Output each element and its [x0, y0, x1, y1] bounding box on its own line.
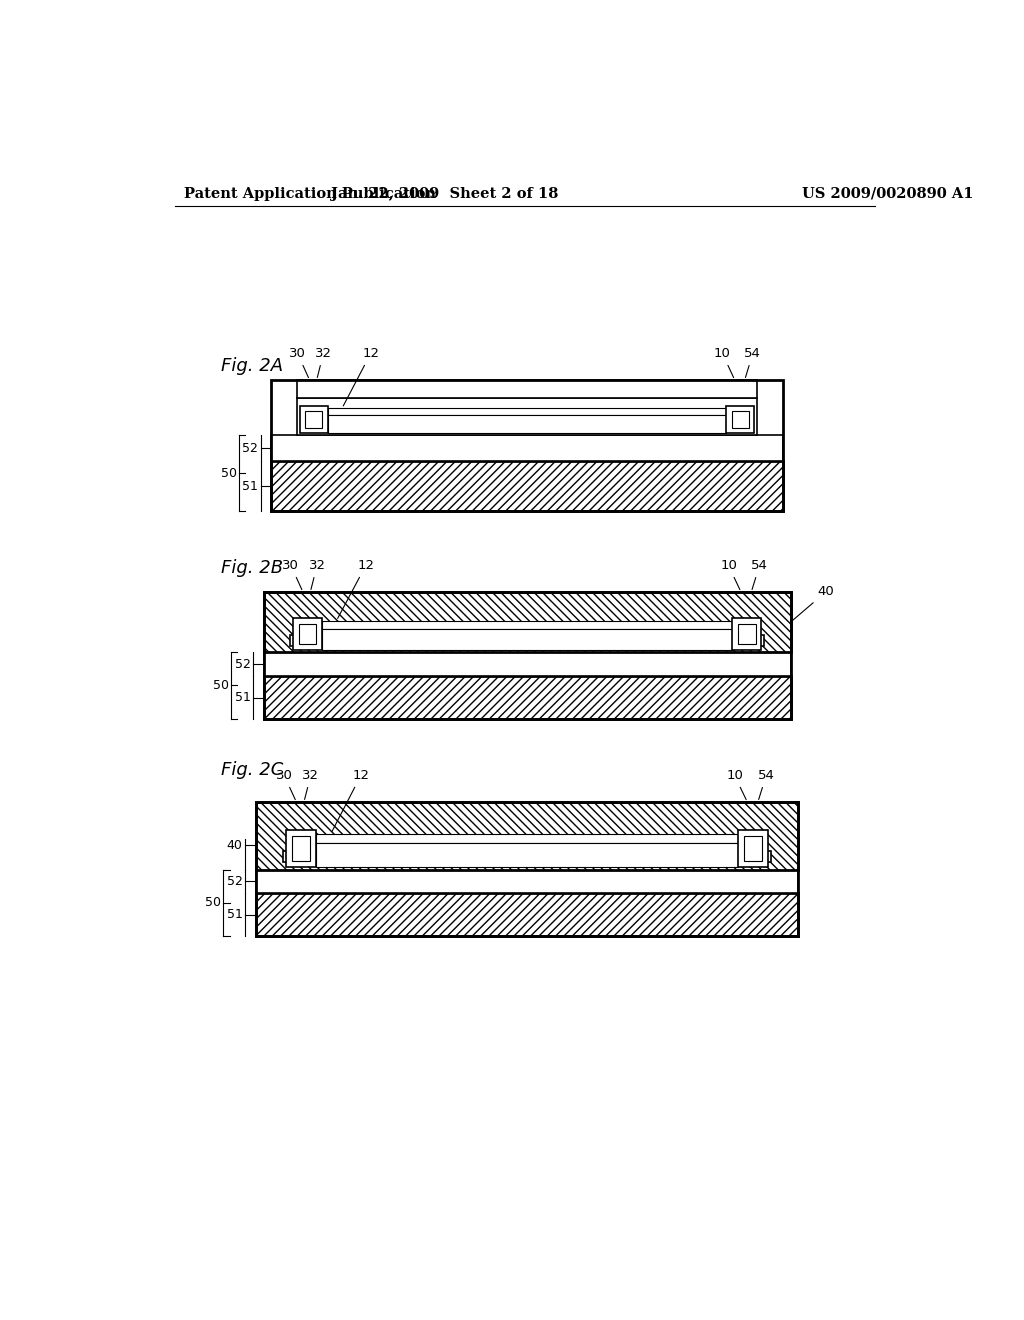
Bar: [293, 618, 322, 649]
Text: 52: 52: [243, 442, 258, 454]
Text: 10: 10: [726, 770, 746, 800]
Bar: [271, 380, 783, 511]
Text: US 2009/0020890 A1: US 2009/0020890 A1: [802, 187, 974, 201]
Text: Jan. 22, 2009  Sheet 2 of 18: Jan. 22, 2009 Sheet 2 of 18: [331, 187, 558, 201]
Bar: [738, 830, 768, 867]
Bar: [328, 414, 726, 433]
Bar: [271, 436, 783, 461]
Text: 51: 51: [243, 479, 258, 492]
Text: 52: 52: [227, 875, 243, 888]
Bar: [263, 593, 791, 652]
Bar: [256, 870, 799, 892]
Text: 40: 40: [793, 585, 835, 620]
Bar: [315, 834, 738, 842]
Text: 32: 32: [314, 347, 332, 378]
Text: 50: 50: [205, 896, 221, 909]
Bar: [283, 851, 771, 862]
Text: Fig. 2C: Fig. 2C: [221, 760, 284, 779]
Bar: [271, 461, 783, 511]
Bar: [263, 652, 791, 676]
Text: 51: 51: [227, 908, 243, 921]
Text: 10: 10: [714, 347, 733, 378]
Bar: [297, 399, 758, 436]
Bar: [297, 380, 758, 399]
Text: 32: 32: [302, 770, 319, 800]
Bar: [732, 618, 762, 649]
Bar: [256, 803, 799, 870]
Bar: [292, 837, 310, 862]
Text: 54: 54: [744, 347, 761, 378]
Text: 32: 32: [308, 560, 326, 590]
Bar: [744, 837, 762, 862]
Text: 50: 50: [220, 466, 237, 479]
Text: 12: 12: [343, 347, 379, 407]
Text: Fig. 2A: Fig. 2A: [221, 358, 283, 375]
Text: 12: 12: [338, 560, 374, 618]
Text: 30: 30: [283, 560, 302, 590]
Bar: [732, 412, 749, 428]
Text: 50: 50: [213, 678, 228, 692]
Bar: [328, 408, 726, 414]
Text: 54: 54: [751, 560, 768, 590]
Text: 10: 10: [720, 560, 740, 590]
Bar: [263, 676, 791, 719]
Bar: [726, 405, 755, 433]
Text: 12: 12: [332, 770, 370, 832]
Text: 30: 30: [289, 347, 308, 378]
Text: 52: 52: [234, 657, 251, 671]
Bar: [300, 405, 328, 433]
Bar: [263, 593, 791, 719]
Text: Patent Application Publication: Patent Application Publication: [183, 187, 436, 201]
Bar: [290, 635, 764, 645]
Text: Fig. 2B: Fig. 2B: [221, 558, 283, 577]
Bar: [315, 842, 738, 867]
Bar: [738, 623, 756, 644]
Text: 51: 51: [234, 692, 251, 704]
Bar: [322, 620, 732, 628]
Bar: [322, 628, 732, 649]
Text: 30: 30: [275, 770, 295, 800]
Text: 40: 40: [227, 838, 243, 851]
Bar: [256, 803, 799, 936]
Bar: [305, 412, 323, 428]
Bar: [299, 623, 316, 644]
Bar: [256, 892, 799, 936]
Text: 54: 54: [758, 770, 774, 800]
Bar: [286, 830, 315, 867]
